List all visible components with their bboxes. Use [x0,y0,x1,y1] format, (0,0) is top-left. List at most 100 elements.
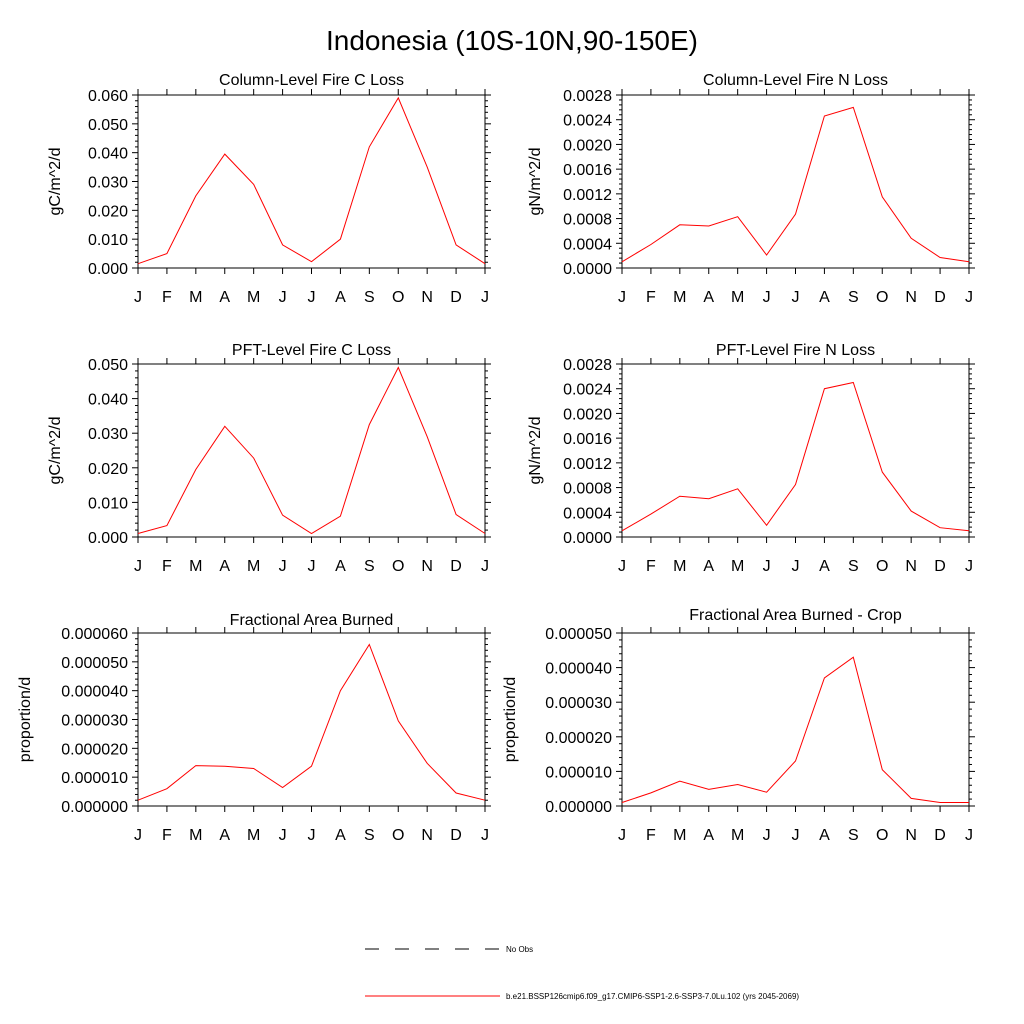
x-tick-label: J [308,289,316,306]
x-tick-label: J [618,827,626,844]
y-tick-label: 0.0028 [563,88,612,105]
y-tick-label: 0.0020 [563,406,612,423]
x-tick-label: N [421,558,433,575]
x-tick-label: F [646,827,656,844]
chart-title: Column-Level Fire N Loss [703,72,888,89]
y-axis-label: gC/m^2/d [47,417,64,485]
x-tick-label: A [335,827,346,844]
series-line-1 [621,381,970,532]
chart-title: Fractional Area Burned [230,612,394,629]
y-tick-label: 0.010 [88,232,128,249]
x-tick-label: J [792,827,800,844]
plot-frame [621,363,970,538]
x-tick-label: O [392,558,404,575]
x-tick-label: J [763,827,771,844]
x-tick-label: S [364,558,375,575]
y-tick-label: 0.000050 [61,655,128,672]
y-tick-label: 0.000040 [61,684,128,701]
x-tick-label: N [905,558,917,575]
x-tick-label: A [819,558,830,575]
x-tick-label: O [876,827,888,844]
y-tick-label: 0.020 [88,461,128,478]
x-tick-label: M [189,558,202,575]
y-tick-label: 0.010 [88,495,128,512]
plot-frame [621,632,970,807]
chart-panel-5: Fractional Area Burned proportion/d 0.0000… [17,612,491,844]
x-tick-label: A [703,827,714,844]
x-tick-label: M [731,289,744,306]
x-tick-label: F [646,289,656,306]
plot-frame [137,363,486,538]
x-tick-label: A [703,289,714,306]
x-tick-label: S [848,827,859,844]
y-tick-label: 0.0004 [563,505,612,522]
x-tick-label: J [481,289,489,306]
x-tick-label: A [819,827,830,844]
y-tick-label: 0.060 [88,88,128,105]
chart-title: PFT-Level Fire C Loss [232,342,391,359]
y-tick-label: 0.030 [88,175,128,192]
y-tick-label: 0.000 [88,261,128,278]
x-tick-label: J [308,558,316,575]
x-tick-label: J [134,289,142,306]
chart-panel-4: PFT-Level Fire N Loss gN/m^2/d 0.0000 0.000… [527,342,975,575]
x-tick-label: A [219,289,230,306]
y-tick-label: 0.030 [88,426,128,443]
x-tick-label: M [673,827,686,844]
y-tick-label: 0.000040 [545,661,612,678]
y-tick-label: 0.0020 [563,137,612,154]
x-tick-label: D [450,289,462,306]
x-tick-label: D [450,827,462,844]
x-tick-label: J [279,289,287,306]
x-tick-label: A [335,558,346,575]
x-tick-label: J [134,558,142,575]
chart-title: Column-Level Fire C Loss [219,72,404,89]
x-tick-label: J [618,289,626,306]
x-tick-label: M [247,289,260,306]
x-tick-label: D [934,558,946,575]
chart-panel-6: Fractional Area Burned - Crop proportion/… [502,607,975,844]
legend-label-model: b.e21.BSSP126cmip6.f09_g17.CMIP6-SSP1-2.… [506,992,799,1001]
y-tick-label: 0.0008 [563,481,612,498]
x-tick-label: O [876,558,888,575]
x-tick-label: S [364,827,375,844]
figure-title: Indonesia (10S-10N,90-150E) [326,25,698,56]
series-line-1 [137,96,486,265]
x-tick-label: A [819,289,830,306]
x-tick-label: A [335,289,346,306]
x-tick-label: F [646,558,656,575]
y-tick-label: 0.0024 [563,382,612,399]
y-tick-label: 0.000 [88,530,128,547]
y-tick-label: 0.000020 [545,730,612,747]
x-tick-label: J [279,827,287,844]
x-tick-label: O [392,827,404,844]
x-tick-label: J [481,827,489,844]
y-tick-label: 0.0012 [563,456,612,473]
y-tick-label: 0.0016 [563,431,612,448]
y-tick-label: 0.0000 [563,261,612,278]
chart-panel-3: PFT-Level Fire C Loss gC/m^2/d 0.000 0.010 0… [47,342,491,575]
y-tick-label: 0.000000 [61,799,128,816]
y-tick-label: 0.050 [88,117,128,134]
x-tick-label: S [848,558,859,575]
y-tick-label: 0.0024 [563,113,612,130]
x-tick-label: M [731,558,744,575]
y-tick-label: 0.000020 [61,741,128,758]
x-tick-label: J [134,827,142,844]
x-tick-label: N [905,289,917,306]
y-tick-label: 0.0008 [563,212,612,229]
x-tick-label: F [162,827,172,844]
x-tick-label: N [421,827,433,844]
y-axis-label: gC/m^2/d [47,148,64,216]
y-tick-label: 0.000060 [61,626,128,643]
y-tick-label: 0.000000 [545,799,612,816]
y-axis-label: proportion/d [17,677,34,762]
plot-frame [137,632,486,807]
x-tick-label: M [247,827,260,844]
y-tick-label: 0.0016 [563,162,612,179]
x-tick-label: M [673,289,686,306]
y-axis-label: proportion/d [502,677,519,762]
x-tick-label: J [792,289,800,306]
x-tick-label: J [763,289,771,306]
